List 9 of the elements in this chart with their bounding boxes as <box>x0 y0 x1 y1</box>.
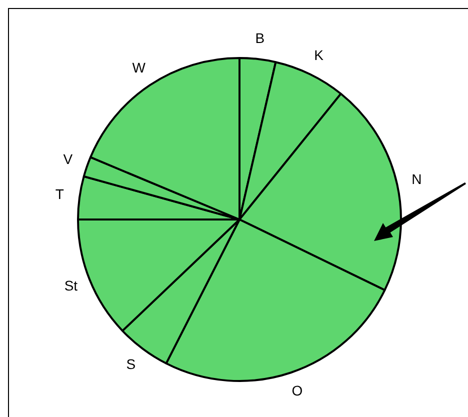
slice-label: St <box>64 278 78 294</box>
slice-label: N <box>412 170 422 187</box>
slice-label: W <box>132 59 146 76</box>
slice-label: K <box>314 47 324 64</box>
slice-label: T <box>55 186 64 202</box>
slice-label: V <box>63 151 74 168</box>
slice-label: S <box>126 356 136 372</box>
slice-label: B <box>255 30 265 46</box>
slice-label: O <box>292 382 303 398</box>
